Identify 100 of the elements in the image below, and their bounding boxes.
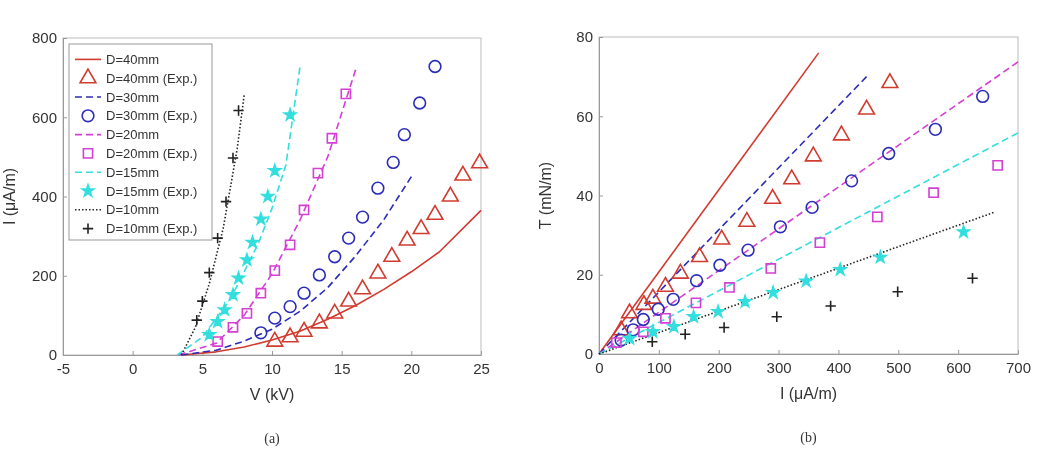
legend-label: D=40mm (106, 51, 160, 67)
text: (b) (800, 430, 817, 446)
x-tick-label: 700 (1005, 358, 1032, 376)
point (711, 304, 725, 318)
point (226, 152, 239, 165)
point (882, 146, 896, 161)
legend-label: D=30mm (106, 89, 160, 105)
point (857, 99, 876, 115)
point (190, 314, 203, 327)
point (328, 250, 342, 264)
point (266, 331, 284, 347)
point (284, 239, 296, 251)
point (470, 153, 489, 169)
x-axis-title: V (kV) (249, 386, 295, 403)
point (241, 308, 253, 319)
point (341, 231, 356, 245)
point (612, 320, 630, 336)
point (428, 59, 442, 74)
point (718, 321, 731, 334)
point (240, 252, 254, 266)
point (614, 333, 628, 347)
point (738, 294, 752, 308)
point (227, 321, 239, 333)
point (281, 327, 299, 343)
point (690, 247, 709, 263)
y-tick-label: 40 (576, 186, 593, 204)
point (832, 125, 851, 141)
point (773, 220, 788, 234)
point (741, 243, 755, 257)
point (312, 268, 327, 282)
x-tick-label: -5 (56, 359, 71, 377)
y-tick-label: 0 (48, 346, 57, 364)
point (383, 246, 401, 263)
y-tick-label: 600 (31, 108, 57, 126)
point (211, 232, 224, 245)
y-tick-label: 400 (31, 187, 57, 205)
point (326, 303, 344, 319)
point (873, 250, 887, 264)
point (312, 167, 324, 179)
point (386, 155, 400, 170)
point (686, 309, 701, 323)
point (245, 235, 260, 249)
point (255, 287, 267, 299)
x-tick-label: 0 (128, 359, 138, 377)
point (956, 225, 971, 238)
point (805, 200, 819, 215)
point (371, 181, 385, 195)
point (226, 287, 240, 301)
point (646, 324, 660, 338)
point (268, 163, 282, 177)
point (412, 219, 430, 235)
point (928, 122, 943, 136)
point (326, 132, 338, 144)
y-tick-label: 80 (576, 28, 593, 46)
x-tick-label: 0 (595, 358, 604, 376)
point (232, 104, 245, 117)
point (269, 265, 281, 276)
x-tick-label: 200 (706, 358, 732, 376)
point (196, 295, 209, 308)
x-tick-label: 300 (766, 358, 792, 376)
x-tick-label: 10 (264, 359, 281, 377)
x-tick-label: 600 (946, 358, 972, 376)
point (637, 326, 649, 338)
point (804, 146, 822, 162)
point (261, 189, 275, 203)
point (651, 302, 665, 316)
point (283, 300, 297, 314)
point (398, 230, 416, 246)
point (844, 174, 859, 188)
point (766, 285, 780, 299)
point (992, 160, 1004, 171)
point (283, 107, 297, 121)
point (713, 258, 727, 272)
legend-label: D=15mm (106, 164, 160, 180)
x-tick-label: 100 (646, 358, 672, 376)
y-tick-label: 60 (576, 107, 593, 125)
point (928, 187, 939, 199)
point (203, 266, 216, 279)
point (679, 328, 692, 341)
x-tick-label: 20 (403, 359, 421, 377)
legend-label: D=40mm (Exp.) (106, 70, 198, 86)
legend-label: D=15mm (Exp.) (106, 183, 198, 199)
point (881, 73, 899, 89)
legend-label: D=30mm (Exp.) (106, 108, 198, 124)
point (441, 186, 460, 202)
y-axis-title: I (μA/m) (1, 167, 18, 226)
point (202, 327, 216, 341)
point (724, 282, 735, 293)
y-tick-label: 0 (584, 345, 593, 363)
point (211, 314, 225, 328)
point (765, 263, 777, 274)
point (295, 321, 313, 337)
point (713, 229, 731, 245)
point (635, 294, 653, 311)
point (783, 169, 801, 185)
point (690, 297, 702, 309)
point (622, 331, 637, 345)
point (646, 335, 659, 348)
point (620, 303, 639, 319)
point (339, 291, 358, 307)
